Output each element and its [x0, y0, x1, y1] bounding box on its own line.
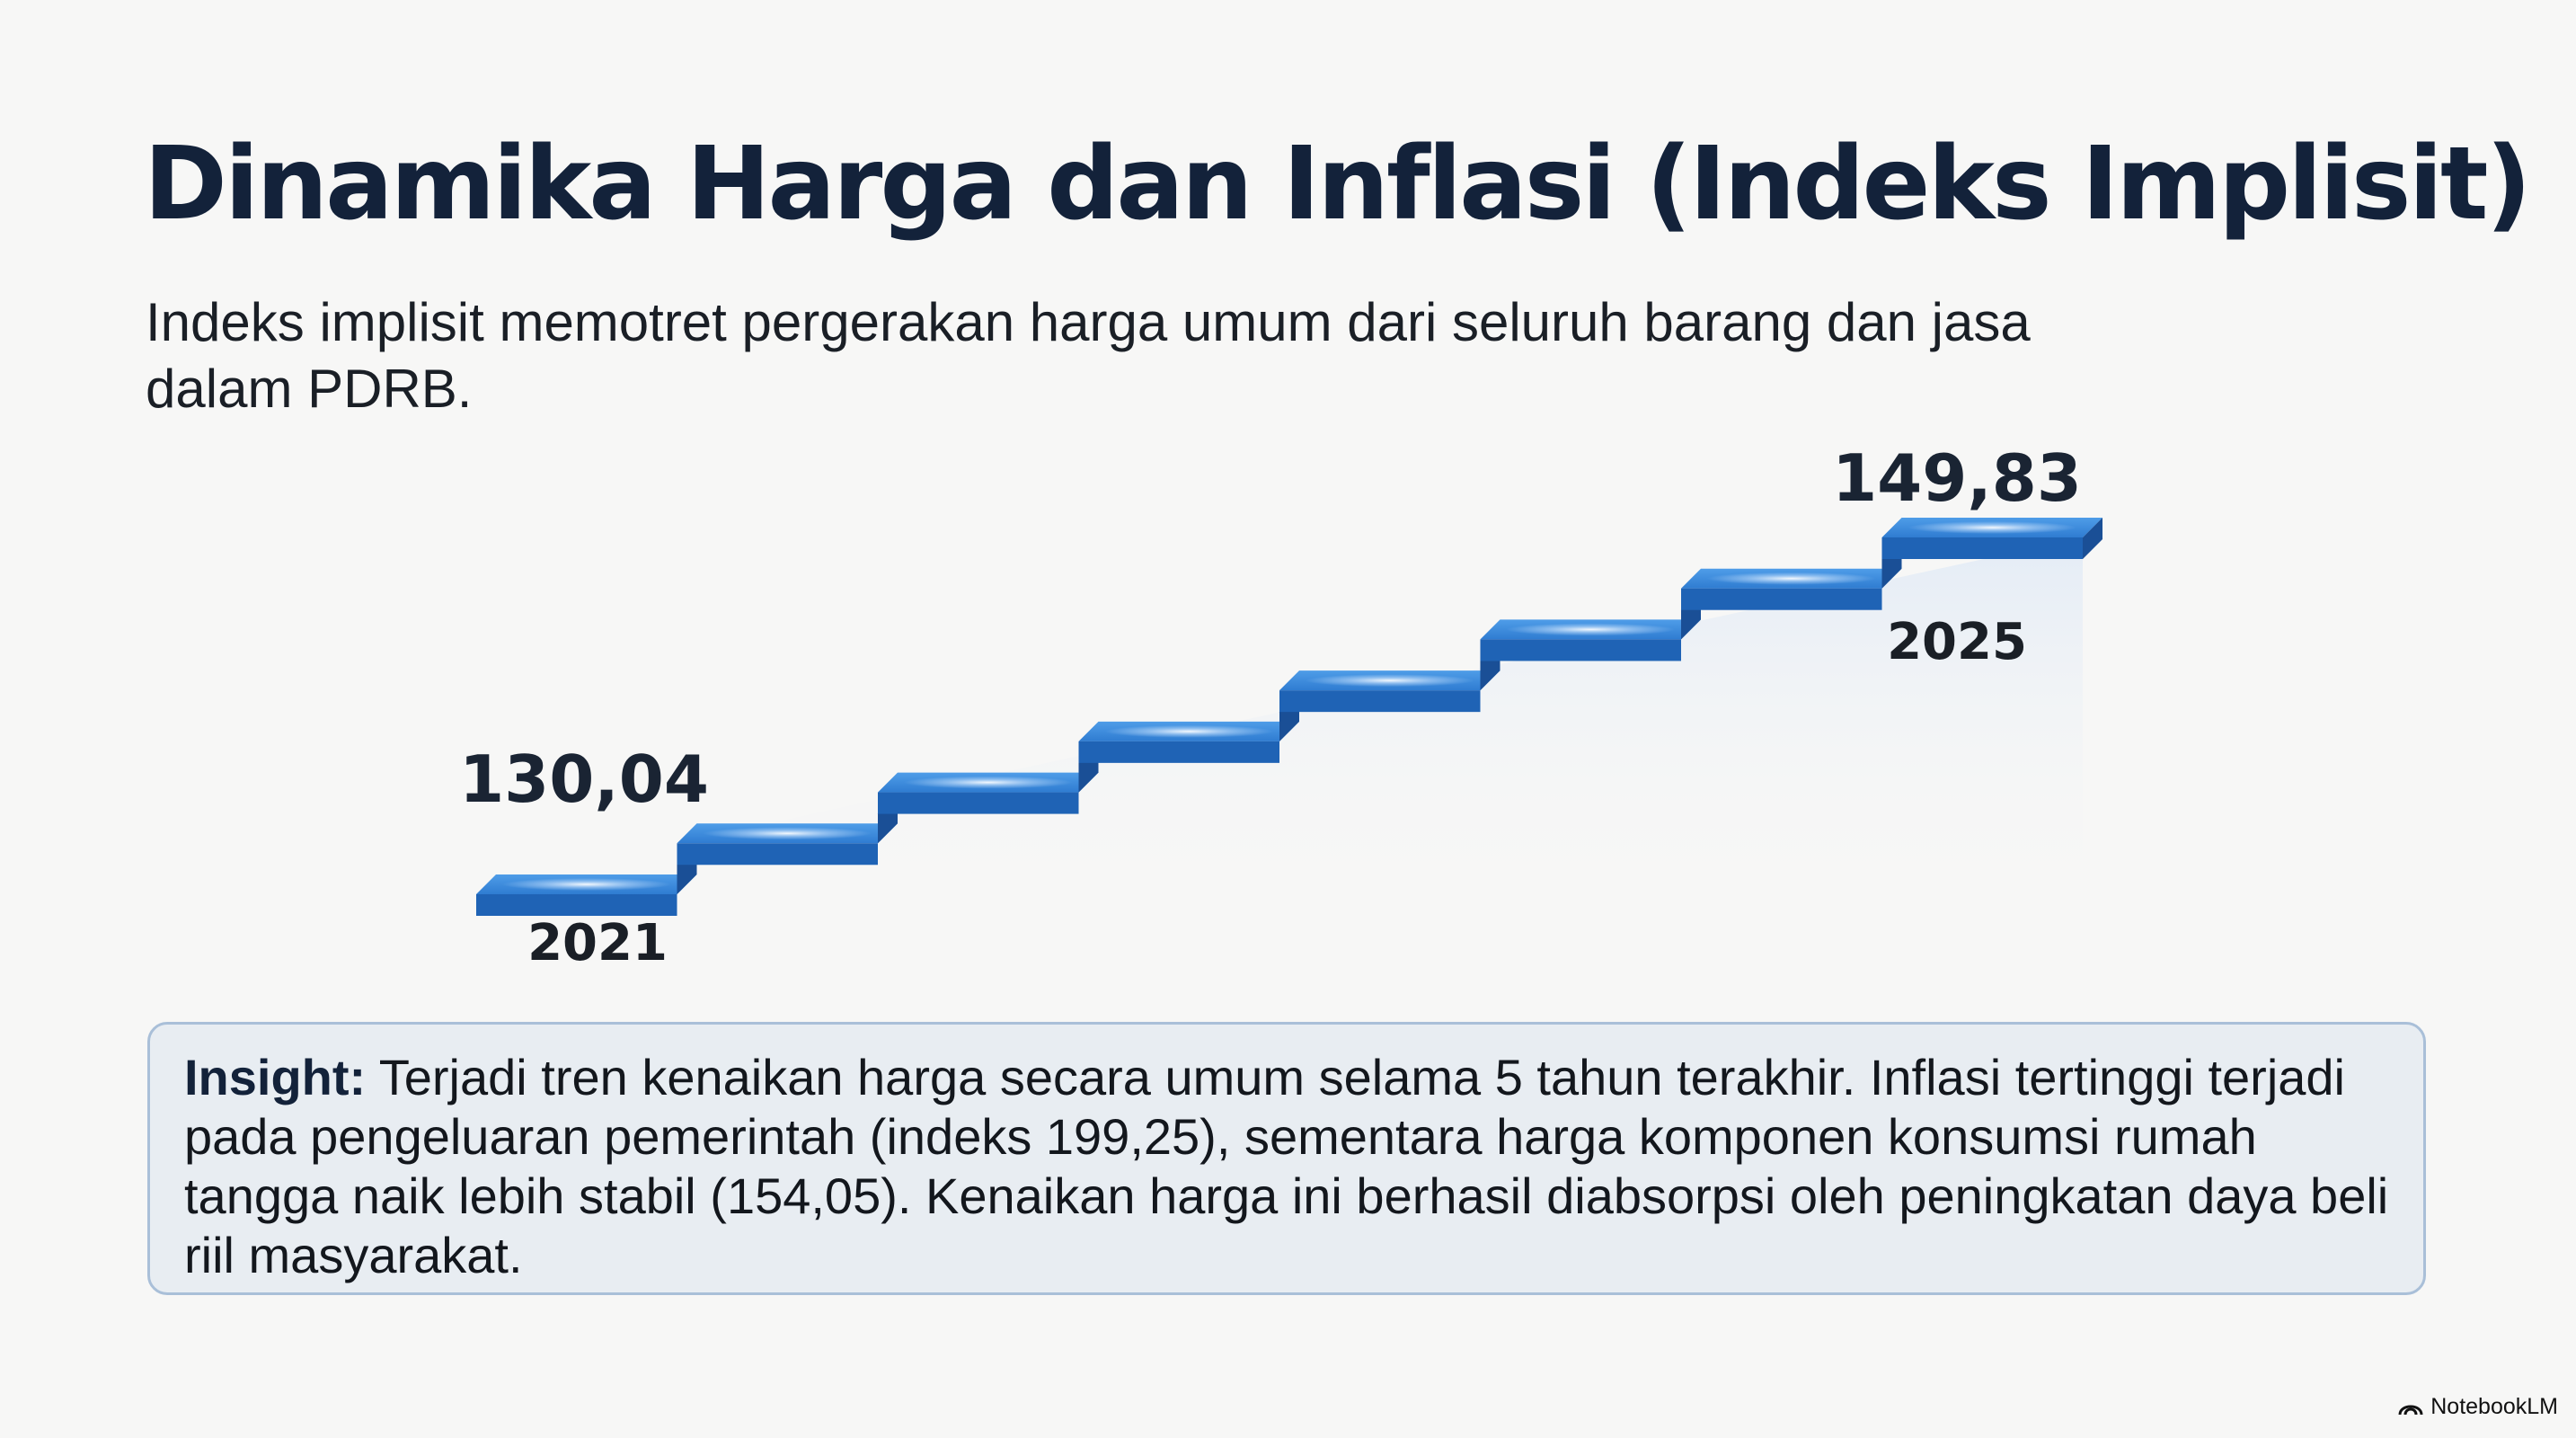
page-subtitle: Indeks implisit memotret pergerakan harg… [146, 292, 2031, 419]
stair-step-glow [703, 827, 872, 840]
stair-step-end [2083, 518, 2102, 559]
stair-step-front [1279, 690, 1481, 713]
notebooklm-logo-icon [2398, 1405, 2423, 1415]
stair-step-glow [1305, 674, 1474, 688]
stair-step-glow [1706, 572, 1876, 585]
stair-step-front [1681, 588, 1882, 610]
stair-step-glow [1104, 724, 1274, 738]
stair-step-glow [1506, 623, 1676, 636]
stair-step-front [1480, 639, 1681, 661]
insight-paragraph: Insight: Terjadi tren kenaikan harga sec… [184, 1048, 2389, 1285]
insight-text: Terjadi tren kenaikan harga secara umum … [184, 1049, 2389, 1283]
branding: NotebookLM [2398, 1394, 2558, 1420]
stair-step-glow [1908, 521, 2077, 534]
start-value-label: 130,04 [459, 741, 709, 817]
end-year-label: 2025 [1887, 613, 2027, 671]
end-value-label: 149,83 [1832, 440, 2082, 516]
stair-step-front [1078, 741, 1279, 763]
stair-step-glow [903, 776, 1073, 789]
brand-name: NotebookLM [2430, 1394, 2558, 1419]
page-title: Dinamika Harga dan Inflasi (Indeks Impli… [144, 126, 2532, 243]
start-year-label: 2021 [527, 914, 668, 972]
insight-box: Insight: Terjadi tren kenaikan harga sec… [147, 1022, 2426, 1295]
insight-label: Insight: [184, 1049, 367, 1105]
stair-step-front [878, 792, 1079, 814]
stair-step-front [1881, 537, 2083, 559]
stair-step-glow [501, 878, 671, 891]
stair-step-front [677, 843, 878, 865]
stair-step-front [476, 894, 677, 916]
